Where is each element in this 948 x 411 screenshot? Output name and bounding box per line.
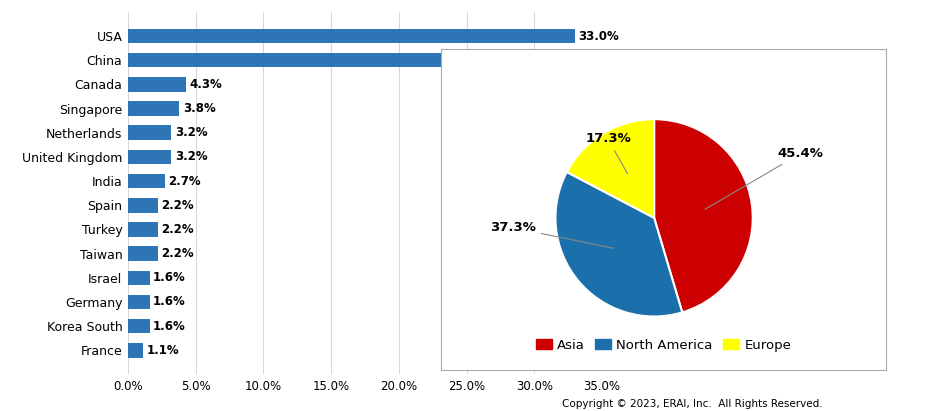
Text: 2.7%: 2.7%: [168, 175, 201, 187]
Text: 1.6%: 1.6%: [153, 296, 186, 309]
Bar: [128, 174, 165, 188]
Bar: [128, 77, 186, 92]
Text: 1.6%: 1.6%: [153, 320, 186, 332]
Text: 33.0%: 33.0%: [578, 54, 619, 67]
Text: 3.8%: 3.8%: [183, 102, 215, 115]
Text: 1.1%: 1.1%: [146, 344, 179, 357]
Bar: [128, 150, 172, 164]
Text: 17.3%: 17.3%: [585, 132, 630, 173]
Bar: [128, 198, 157, 212]
Text: 2.2%: 2.2%: [161, 223, 193, 236]
Wedge shape: [556, 172, 683, 316]
Wedge shape: [567, 119, 654, 218]
Bar: [128, 343, 143, 358]
Bar: [128, 319, 150, 333]
Text: 4.3%: 4.3%: [190, 78, 223, 91]
Text: 37.3%: 37.3%: [490, 221, 613, 248]
Legend: Asia, North America, Europe: Asia, North America, Europe: [531, 333, 796, 357]
Bar: [128, 125, 172, 140]
Text: Copyright © 2023, ERAI, Inc.  All Rights Reserved.: Copyright © 2023, ERAI, Inc. All Rights …: [562, 399, 822, 409]
Text: 1.6%: 1.6%: [153, 271, 186, 284]
Bar: [128, 270, 150, 285]
Bar: [128, 101, 179, 116]
Wedge shape: [654, 119, 753, 312]
Text: 2.2%: 2.2%: [161, 247, 193, 260]
Bar: [128, 246, 157, 261]
Text: 45.4%: 45.4%: [704, 147, 823, 209]
Text: 3.2%: 3.2%: [174, 150, 208, 164]
Text: 33.0%: 33.0%: [578, 30, 619, 42]
Text: 2.2%: 2.2%: [161, 199, 193, 212]
Bar: [128, 53, 574, 67]
Text: 3.2%: 3.2%: [174, 126, 208, 139]
Bar: [128, 29, 574, 43]
Bar: [128, 295, 150, 309]
Bar: [128, 222, 157, 237]
